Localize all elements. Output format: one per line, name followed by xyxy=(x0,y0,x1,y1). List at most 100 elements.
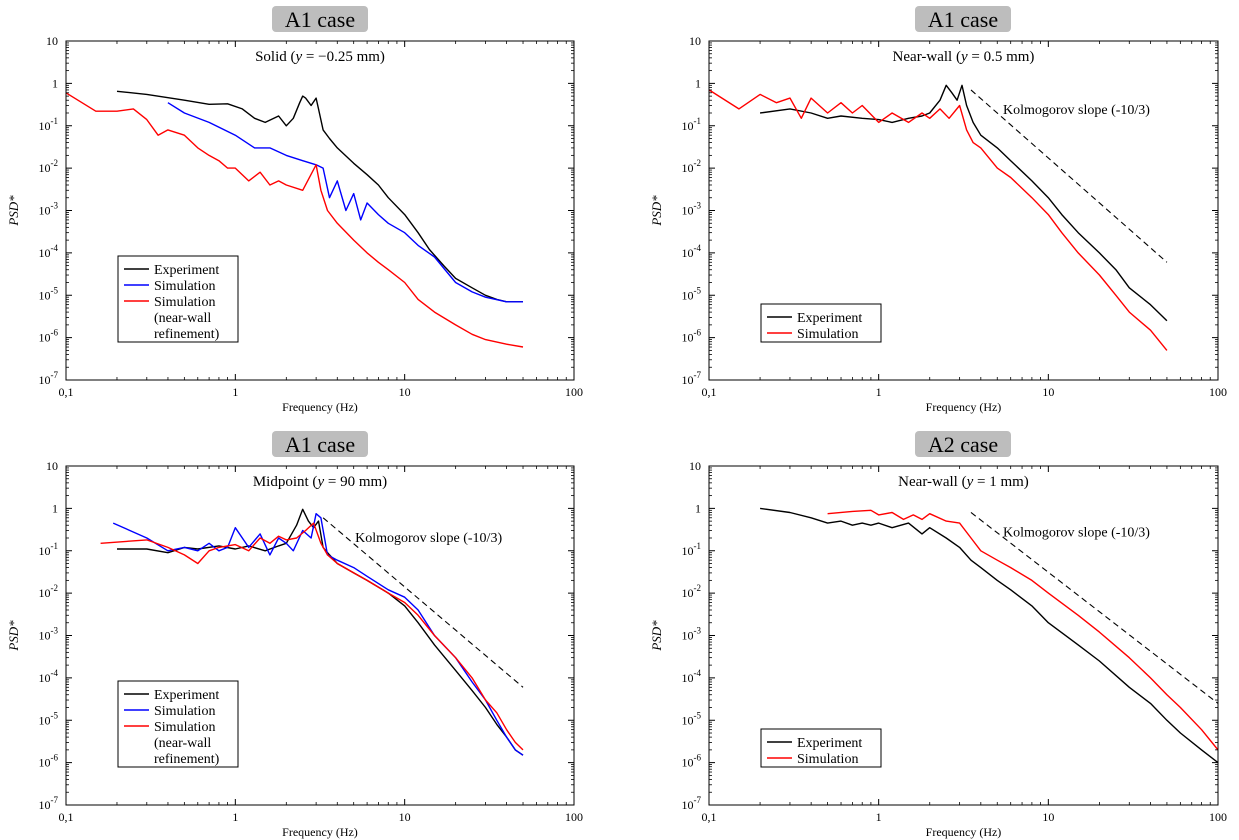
y-tick-label: 10-6 xyxy=(39,753,59,770)
case-label-box xyxy=(272,6,368,32)
panel-subtitle: Solid (y = −0.25 mm) xyxy=(255,49,385,65)
y-tick-label: 10-7 xyxy=(39,795,59,812)
y-tick-label: 10-2 xyxy=(682,158,702,175)
x-tick-label: 1 xyxy=(876,810,882,824)
legend-label: Simulation xyxy=(154,704,215,719)
kolmogorov-slope-line xyxy=(970,89,1168,263)
legend-label: Simulation xyxy=(154,720,215,735)
legend-label: Experiment xyxy=(797,736,862,751)
y-tick-label: 10-3 xyxy=(39,201,59,218)
case-label: A1 case xyxy=(285,432,355,457)
x-axis-label: Frequency (Hz) xyxy=(926,825,1002,839)
legend-label: Experiment xyxy=(154,263,219,278)
legend-label: Experiment xyxy=(154,688,219,703)
x-tick-label: 100 xyxy=(1209,385,1227,399)
y-tick-label: 10-5 xyxy=(39,710,59,727)
legend-box xyxy=(117,680,239,768)
series-line-1 xyxy=(760,84,1168,322)
y-tick-label: 10 xyxy=(46,34,58,48)
x-tick-label: 1 xyxy=(232,810,238,824)
x-tick-label: 100 xyxy=(565,385,583,399)
case-label: A1 case xyxy=(285,7,355,32)
legend-box xyxy=(760,728,882,768)
chart-panel-4: A2 case Kolmogorov slope (-10/3) Near-wall… xyxy=(649,431,1227,839)
y-tick-label: 10-1 xyxy=(39,116,59,133)
x-tick-label: 1 xyxy=(232,385,238,399)
kolmogorov-slope-line xyxy=(970,512,1219,704)
kolmogorov-slope-label: Kolmogorov slope (-10/3) xyxy=(1003,525,1150,540)
y-tick-label: 1 xyxy=(695,76,701,90)
x-axis-label: Frequency (Hz) xyxy=(282,825,358,839)
series-line-3 xyxy=(66,92,524,348)
case-label-box xyxy=(915,6,1011,32)
y-tick-label: 1 xyxy=(695,501,701,515)
y-tick-label: 10-7 xyxy=(39,370,59,387)
case-label-box xyxy=(272,431,368,457)
y-tick-label: 10-2 xyxy=(39,583,59,600)
chart-panel-3: A1 case Kolmogorov slope (-10/3) Midpoint … xyxy=(6,431,583,839)
x-tick-label: 100 xyxy=(565,810,583,824)
y-tick-label: 10-3 xyxy=(682,201,702,218)
series-line-1 xyxy=(116,90,523,303)
y-tick-label: 10-6 xyxy=(39,328,59,345)
x-axis-label: Frequency (Hz) xyxy=(282,400,358,414)
kolmogorov-slope-label: Kolmogorov slope (-10/3) xyxy=(1003,103,1150,118)
x-tick-label: 0,1 xyxy=(59,810,74,824)
y-tick-label: 1 xyxy=(52,76,58,90)
legend-label: refinement) xyxy=(154,752,220,767)
panel-subtitle: Near-wall (y = 1 mm) xyxy=(898,474,1029,490)
y-tick-label: 10-1 xyxy=(39,541,59,558)
y-tick-label: 10-4 xyxy=(682,668,702,685)
legend-box xyxy=(760,303,882,343)
y-tick-label: 10-1 xyxy=(682,116,702,133)
legend-label: Simulation xyxy=(154,279,215,294)
panel-subtitle: Near-wall (y = 0.5 mm) xyxy=(893,49,1035,65)
y-tick-label: 10-4 xyxy=(39,668,59,685)
legend-label: Simulation xyxy=(154,295,215,310)
y-tick-label: 10-6 xyxy=(682,753,702,770)
legend-box xyxy=(117,255,239,343)
x-tick-label: 10 xyxy=(399,810,411,824)
legend: ExperimentSimulationSimulation(near-wall… xyxy=(117,255,239,343)
legend-label: Simulation xyxy=(797,752,858,767)
y-tick-label: 10-7 xyxy=(682,795,702,812)
y-tick-label: 10-1 xyxy=(682,541,702,558)
y-tick-label: 10-3 xyxy=(682,626,702,643)
x-tick-label: 10 xyxy=(399,385,411,399)
chart-panel-2: A1 case Kolmogorov slope (-10/3) Near-wall… xyxy=(649,6,1227,414)
kolmogorov-slope-line xyxy=(322,517,524,688)
panel-subtitle: Midpoint (y = 90 mm) xyxy=(253,474,387,490)
series-line-2 xyxy=(709,89,1168,351)
x-tick-label: 0,1 xyxy=(702,810,717,824)
y-tick-label: 10 xyxy=(689,459,701,473)
chart-panel-1: A1 case Solid (y = −0.25 mm) 0,1 1 10 100 10-7… xyxy=(6,6,583,414)
y-tick-label: 10-2 xyxy=(39,158,59,175)
y-tick-label: 10-5 xyxy=(682,285,702,302)
series-line-1 xyxy=(760,507,1218,764)
x-axis-label: Frequency (Hz) xyxy=(926,400,1002,414)
y-tick-label: 10-4 xyxy=(39,243,59,260)
case-label: A2 case xyxy=(928,432,998,457)
y-tick-label: 10-5 xyxy=(39,285,59,302)
y-tick-label: 10 xyxy=(46,459,58,473)
kolmogorov-slope-label: Kolmogorov slope (-10/3) xyxy=(355,531,502,546)
y-axis-label: PSD* xyxy=(6,195,21,227)
legend-label: (near-wall xyxy=(154,736,211,751)
legend-label: (near-wall xyxy=(154,311,211,326)
case-label-box xyxy=(915,431,1011,457)
series-line-2 xyxy=(112,513,524,756)
y-tick-label: 10-5 xyxy=(682,710,702,727)
legend-label: refinement) xyxy=(154,327,220,342)
x-tick-label: 10 xyxy=(1042,810,1054,824)
series-line-2 xyxy=(827,509,1218,751)
y-tick-label: 10-2 xyxy=(682,583,702,600)
x-tick-label: 0,1 xyxy=(59,385,74,399)
x-tick-label: 1 xyxy=(876,385,882,399)
series-line-2 xyxy=(167,102,523,303)
x-tick-label: 0,1 xyxy=(702,385,717,399)
legend: ExperimentSimulationSimulation(near-wall… xyxy=(117,680,239,768)
y-tick-label: 10-7 xyxy=(682,370,702,387)
